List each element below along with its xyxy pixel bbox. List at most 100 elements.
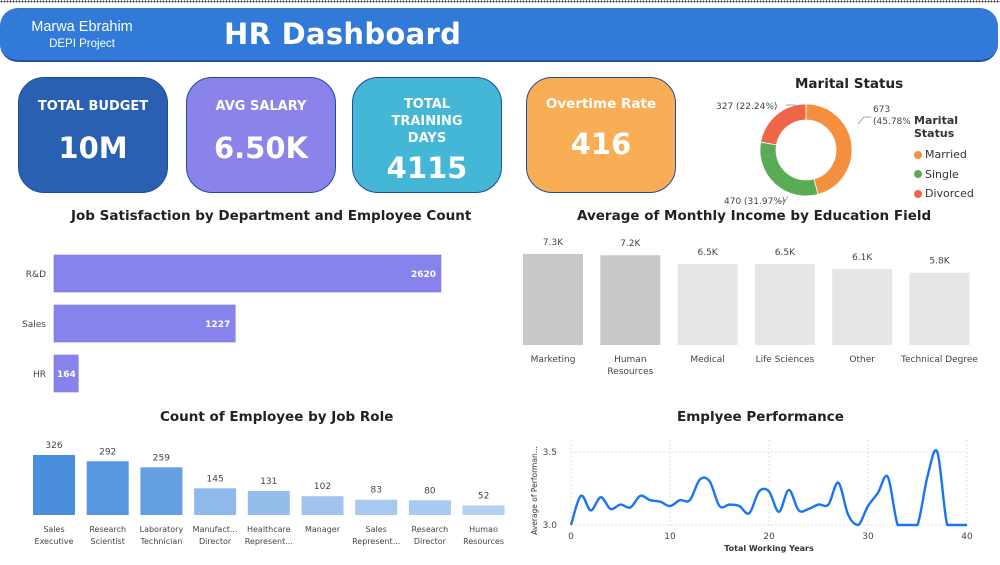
- legend-item-single[interactable]: Single: [914, 165, 1000, 185]
- jobrole-axis-label: Executive: [35, 537, 74, 546]
- jobrole-axis-label: Technician: [139, 537, 182, 546]
- jobrole-axis-label: Director: [199, 537, 232, 546]
- project-name: DEPI Project: [49, 38, 115, 50]
- x-tick-label: 10: [664, 532, 676, 542]
- donut-data-label-single: 470 (31.97%): [724, 197, 785, 205]
- marital-donut-chart: 673 (45.78%) 470 (31.97%) 327 (22.24%): [716, 102, 910, 205]
- jobrole-axis-label: Research: [412, 525, 449, 534]
- jobrole-data-label: 145: [207, 474, 224, 484]
- kpi-card-overtime-rate[interactable]: Overtime Rate 416: [526, 77, 676, 193]
- jobrole-bar-chart: 326 Sales Executive 292 Research Scientist 259…: [33, 441, 505, 546]
- jobrole-axis-label: Represent...: [245, 537, 293, 546]
- dept-axis-label: HR: [33, 370, 46, 380]
- jobrole-bar: [247, 490, 290, 515]
- jobrole-data-label: 292: [99, 447, 116, 457]
- education-data-label: 7.3K: [543, 238, 564, 248]
- legend-label: Single: [925, 167, 959, 181]
- y-tick-label: 3.0: [543, 521, 558, 531]
- page-title: HR Dashboard: [224, 17, 462, 51]
- dept-bar: [53, 254, 442, 293]
- author-block: Marwa Ebrahim DEPI Project: [12, 19, 152, 50]
- legend-dot-icon: [914, 189, 922, 198]
- jobrole-axis-label: Manufact...: [193, 525, 238, 534]
- kpi-value: 4115: [386, 151, 468, 185]
- x-tick-label: 0: [568, 532, 574, 542]
- jobrole-data-label: 80: [424, 486, 436, 496]
- performance-line-chart: 0 10 20 30 40 3.0 3.5 Total Working Years Averag…: [530, 440, 973, 553]
- education-bar: [523, 254, 583, 345]
- jobrole-bar: [355, 499, 398, 515]
- jobrole-axis-label: Manager: [305, 525, 341, 534]
- education-data-label: 6.5K: [775, 248, 796, 258]
- dept-data-label: 164: [57, 370, 76, 380]
- jobrole-chart-title: Count of Employee by Job Role: [160, 409, 394, 425]
- jobrole-data-label: 52: [478, 491, 489, 501]
- legend-label: Divorced: [925, 187, 974, 201]
- jobrole-axis-label: Human: [469, 525, 498, 534]
- jobrole-axis-label: Sales: [366, 525, 387, 534]
- performance-chart-title: Emplyee Performance: [677, 409, 844, 425]
- kpi-label: TOTAL BUDGET: [37, 99, 149, 114]
- kpi-card-total-budget[interactable]: TOTAL BUDGET 10M: [18, 77, 168, 193]
- jobrole-axis-label: Scientist: [91, 537, 125, 546]
- legend-item-married[interactable]: Married: [914, 145, 1000, 165]
- legend-title: Marital Status: [914, 114, 959, 140]
- education-axis-label: Resources: [607, 367, 653, 377]
- jobrole-data-label: 102: [314, 482, 331, 492]
- author-name: Marwa Ebrahim: [31, 19, 133, 35]
- education-bar-chart: 7.3K Marketing 7.2K Human Resources 6.5K Medic…: [523, 238, 978, 377]
- marital-chart-title: Marital Status: [795, 76, 904, 92]
- x-tick-label: 20: [763, 532, 775, 542]
- donut-slice-married: [805, 103, 853, 195]
- legend-label: Married: [925, 148, 967, 162]
- education-chart-title: Average of Monthly Income by Education F…: [577, 208, 932, 224]
- x-tick-label: 40: [961, 532, 973, 542]
- legend-item-divorced[interactable]: Divorced: [914, 184, 1000, 204]
- donut-slice-single: [759, 141, 819, 197]
- kpi-value: 10M: [58, 131, 128, 165]
- jobrole-bar: [408, 500, 451, 515]
- jobrole-axis-label: Laboratory: [140, 525, 184, 534]
- y-tick-label: 3.5: [543, 448, 557, 458]
- jobrole-axis-label: Represent...: [352, 537, 400, 546]
- education-data-label: 5.8K: [929, 257, 950, 267]
- education-data-label: 6.5K: [697, 248, 718, 258]
- dept-chart-title: Job Satisfaction by Department and Emplo…: [71, 208, 472, 224]
- education-axis-label: Life Sciences: [756, 355, 815, 365]
- jobrole-bar: [194, 488, 237, 515]
- jobrole-bar: [86, 461, 129, 515]
- jobrole-axis-label: Director: [414, 537, 447, 546]
- kpi-value: 416: [570, 127, 632, 161]
- dept-bar-chart: R&D 2620 Sales 1227 HR 164: [22, 254, 442, 393]
- education-data-label: 6.1K: [852, 253, 873, 263]
- education-bar: [909, 272, 970, 345]
- kpi-card-total-training-days[interactable]: TOTAL TRAINING DAYS 4115: [352, 77, 502, 193]
- education-bar: [677, 263, 738, 345]
- jobrole-axis-label: Sales: [43, 525, 64, 534]
- legend-dot-icon: [914, 150, 922, 159]
- donut-data-label-married-pct: (45.78%): [873, 117, 910, 127]
- jobrole-axis-label: Resources: [463, 537, 504, 546]
- kpi-label: AVG SALARY: [215, 99, 307, 114]
- jobrole-bar: [301, 496, 344, 515]
- kpi-label: Overtime Rate: [545, 96, 657, 112]
- donut-data-label-divorced: 327 (22.24%): [716, 102, 777, 112]
- dept-bar: [53, 354, 79, 393]
- donut-data-label-married: 673: [873, 105, 890, 115]
- jobrole-axis-label: Healthcare: [247, 525, 291, 534]
- education-data-label: 7.2K: [620, 239, 641, 249]
- y-axis-title: Average of Performan...: [530, 446, 539, 535]
- marital-legend: Marital Status Married Single Divorced: [914, 114, 1000, 204]
- education-axis-label: Other: [849, 355, 875, 365]
- x-tick-label: 30: [862, 532, 874, 542]
- dept-data-label: 2620: [411, 270, 436, 280]
- jobrole-data-label: 326: [45, 441, 62, 451]
- kpi-card-avg-salary[interactable]: AVG SALARY 6.50K: [186, 77, 336, 193]
- x-axis-title: Total Working Years: [724, 544, 814, 553]
- education-axis-label: Marketing: [531, 355, 576, 365]
- education-axis-label: Medical: [690, 355, 724, 365]
- education-axis-label: Technical Degree: [900, 355, 978, 365]
- jobrole-data-label: 131: [260, 477, 277, 487]
- jobrole-bar: [33, 455, 75, 515]
- education-axis-label: Human: [614, 355, 646, 365]
